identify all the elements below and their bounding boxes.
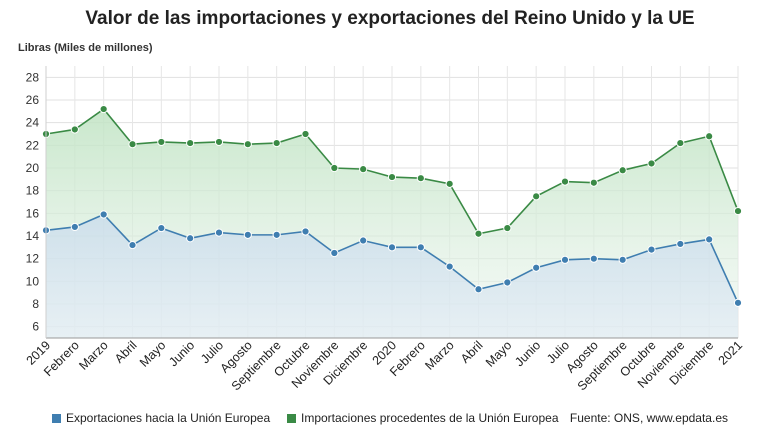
point-imports — [474, 229, 483, 238]
x-tick-label: Marzo — [422, 338, 456, 372]
point-exports — [214, 228, 224, 237]
source-note: Fuente: ONS, www.epdata.es — [569, 411, 728, 425]
point-exports — [387, 243, 397, 252]
point-imports — [445, 179, 454, 188]
point-exports — [70, 222, 79, 232]
point-exports — [243, 230, 252, 239]
legend-item-imports: Importaciones procedentes de la Unión Eu… — [287, 411, 559, 425]
point-exports — [589, 254, 598, 263]
y-tick-label: 18 — [26, 184, 40, 198]
point-imports — [676, 138, 685, 148]
legend-swatch-exports — [52, 413, 61, 423]
point-imports — [330, 163, 339, 173]
chart-footer: Exportaciones hacia la Unión Europea Imp… — [0, 411, 780, 431]
series-areas — [46, 109, 738, 338]
point-imports — [647, 159, 656, 168]
point-exports — [128, 240, 137, 250]
point-imports — [532, 192, 541, 201]
point-exports — [647, 245, 656, 254]
y-tick-label: 14 — [26, 229, 40, 243]
point-imports — [733, 206, 743, 216]
y-tick-label: 6 — [32, 320, 39, 334]
x-tick-label: Abril — [458, 338, 486, 366]
x-tick-label: Junio — [166, 338, 197, 369]
legend-label-imports: Importaciones procedentes de la Unión Eu… — [301, 411, 559, 425]
point-exports — [532, 263, 541, 272]
point-exports — [186, 234, 195, 243]
point-imports — [214, 137, 224, 147]
point-exports — [99, 210, 108, 219]
y-tick-label: 10 — [26, 274, 40, 288]
x-tick-label: 2021 — [716, 338, 746, 368]
y-tick-label: 24 — [26, 116, 40, 130]
x-tick-label: Mayo — [483, 338, 515, 370]
area-exports — [46, 214, 738, 338]
point-imports — [560, 177, 570, 186]
point-imports — [618, 166, 627, 175]
point-exports — [474, 285, 483, 294]
point-exports — [416, 243, 425, 252]
point-imports — [128, 140, 137, 149]
point-exports — [330, 248, 339, 258]
point-exports — [705, 235, 714, 244]
point-exports — [301, 227, 310, 236]
legend-item-exports: Exportaciones hacia la Unión Europea — [52, 411, 270, 425]
point-exports — [503, 278, 512, 287]
y-axis-label: Libras (Miles de millones) — [18, 42, 153, 54]
point-exports — [560, 255, 570, 264]
point-imports — [243, 140, 252, 149]
x-tick-label: Junio — [512, 338, 543, 369]
x-tick-label: Marzo — [76, 338, 110, 372]
legend-swatch-imports — [287, 413, 296, 423]
x-tick-label: Mayo — [137, 338, 169, 370]
y-tick-label: 26 — [26, 93, 40, 107]
point-imports — [70, 125, 79, 134]
point-imports — [589, 178, 598, 187]
point-imports — [416, 174, 425, 183]
point-exports — [676, 239, 685, 249]
point-imports — [301, 129, 310, 139]
point-imports — [272, 138, 281, 148]
y-tick-label: 12 — [26, 252, 40, 266]
x-tick-label: Abril — [112, 338, 140, 366]
point-exports — [359, 236, 368, 245]
point-imports — [705, 132, 714, 141]
y-tick-label: 28 — [26, 70, 40, 84]
series-points — [41, 104, 743, 307]
point-imports — [503, 223, 512, 233]
y-tick-label: 22 — [26, 138, 40, 152]
point-imports — [157, 137, 166, 147]
point-exports — [157, 223, 166, 233]
point-imports — [387, 172, 397, 182]
point-imports — [359, 165, 368, 174]
point-exports — [445, 262, 454, 271]
y-tick-label: 20 — [26, 161, 40, 175]
legend-label-exports: Exportaciones hacia la Unión Europea — [66, 411, 271, 425]
point-exports — [618, 255, 627, 264]
chart-title: Valor de las importaciones y exportacion… — [85, 8, 695, 29]
point-exports — [733, 298, 743, 307]
area-imports — [46, 109, 738, 303]
y-tick-label: 16 — [26, 206, 40, 220]
y-tick-label: 8 — [32, 297, 39, 311]
point-imports — [186, 138, 195, 148]
point-imports — [99, 104, 108, 114]
point-exports — [272, 230, 281, 239]
